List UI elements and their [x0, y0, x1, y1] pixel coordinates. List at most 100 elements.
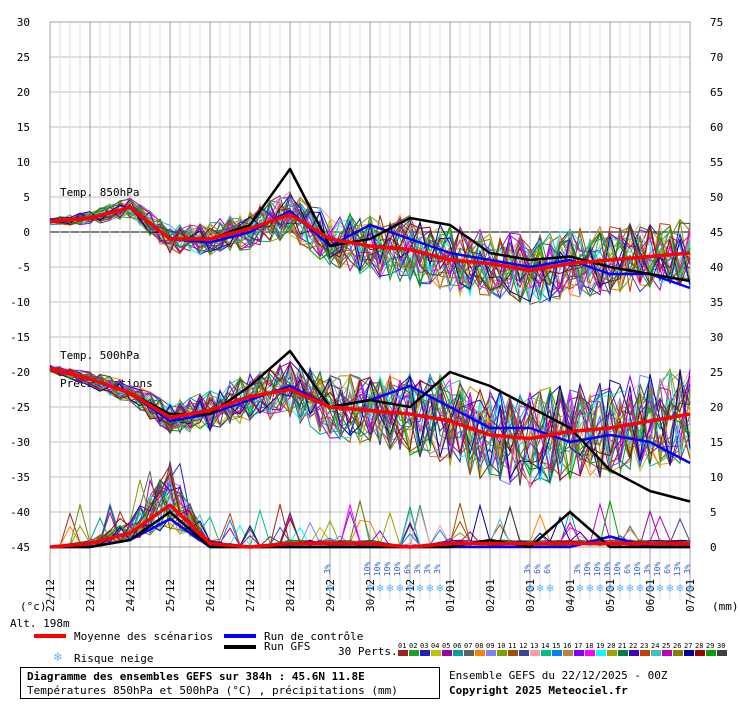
right-tick-label: 30 [710, 331, 723, 344]
pert-color-swatch [486, 650, 496, 656]
date-tick-label: 31/12 [404, 579, 417, 612]
date-tick-label: 07/01 [684, 579, 697, 612]
perturbation-line-500 [49, 366, 691, 482]
snow-risk-icon: ❄ [426, 581, 433, 595]
snow-risk-pct: 6% [543, 564, 552, 574]
snow-risk-icon: ❄ [546, 581, 553, 595]
pert-color-swatch [640, 650, 650, 656]
pert-color-swatch [453, 650, 463, 656]
perturbation-line-500 [49, 364, 691, 484]
pert-color-swatch [717, 650, 727, 656]
left-tick-label: 10 [17, 156, 30, 169]
pert-number-label: 18 [585, 642, 594, 650]
pert-number-label: 17 [574, 642, 583, 650]
left-tick-label: -40 [10, 506, 30, 519]
snow-risk-icon: ❄ [576, 581, 583, 595]
snow-risk-icon: ❄ [326, 581, 333, 595]
date-tick-label: 04/01 [564, 579, 577, 612]
perturbation-line-850 [49, 198, 691, 304]
left-tick-label: 30 [17, 16, 30, 29]
pert-number-label: 03 [420, 642, 429, 650]
right-tick-label: 40 [710, 261, 723, 274]
snow-risk-icon: ❄ [376, 581, 383, 595]
pert-color-swatch [684, 650, 694, 656]
snow-risk-icon: ❄ [366, 581, 373, 595]
pert-number-label: 02 [409, 642, 418, 650]
legend-snow-label: Risque neige [74, 652, 154, 665]
pert-color-swatch [563, 650, 573, 656]
pert-number-label: 16 [563, 642, 572, 650]
left-tick-label: -30 [10, 436, 30, 449]
legend-control-label: Run de contrôle [264, 630, 364, 643]
pert-number-label: 13 [530, 642, 539, 650]
snow-risk-pct: 3% [523, 564, 532, 574]
pert-number-label: 29 [706, 642, 715, 650]
series-line-precip [50, 510, 690, 549]
perturbation-line-500 [49, 361, 691, 481]
snow-risk-icon: ❄ [526, 581, 533, 595]
left-tick-label: -35 [10, 471, 30, 484]
left-tick-label: 0 [23, 226, 30, 239]
pert-number-label: 15 [552, 642, 561, 650]
snow-risk-icon: ❄ [536, 581, 543, 595]
date-tick-label: 06/01 [644, 579, 657, 612]
snow-risk-pct: 10% [603, 562, 612, 577]
snow-risk-icon: ❄ [386, 581, 393, 595]
snow-risk-icon: ❄ [586, 581, 593, 595]
pert-color-swatch [508, 650, 518, 656]
snow-risk-pct: 3% [643, 564, 652, 574]
perturbation-line-500 [49, 360, 691, 474]
snow-risk-pct: 6% [403, 564, 412, 574]
pert-number-label: 27 [684, 642, 693, 650]
pert-number-label: 04 [431, 642, 440, 650]
right-tick-label: 25 [710, 366, 723, 379]
snow-risk-pct: 3% [573, 564, 582, 574]
pert-number-label: 19 [596, 642, 605, 650]
pert-color-swatch [530, 650, 540, 656]
date-tick-label: 23/12 [84, 579, 97, 612]
title-box: Diagramme des ensembles GEFS sur 384h : … [20, 667, 440, 699]
right-tick-label: 75 [710, 16, 723, 29]
pert-number-label: 12 [519, 642, 528, 650]
snow-risk-pct: 10% [583, 562, 592, 577]
pert-number-label: 26 [673, 642, 682, 650]
snow-risk-icon: ❄ [686, 581, 693, 595]
date-tick-label: 25/12 [164, 579, 177, 612]
pert-color-swatch [607, 650, 617, 656]
snow-risk-icon: ❄ [596, 581, 603, 595]
snow-risk-pct: 3% [413, 564, 422, 574]
perturbation-line-500 [49, 368, 691, 480]
left-tick-label: -10 [10, 296, 30, 309]
pert-number-label: 07 [464, 642, 473, 650]
series-line-precip [49, 503, 690, 549]
snow-risk-icon: ❄ [676, 581, 683, 595]
right-tick-label: 5 [710, 506, 717, 519]
snow-risk-pct: 3% [423, 564, 432, 574]
left-tick-label: 5 [23, 191, 30, 204]
legend-gfs-label: Run GFS [264, 640, 311, 653]
series-line-500 [49, 349, 691, 503]
date-tick-label: 30/12 [364, 579, 377, 612]
snow-risk-pct: 10% [373, 562, 382, 577]
pert-color-swatch [585, 650, 595, 656]
date-tick-label: 22/12 [44, 579, 57, 612]
pert-number-label: 25 [662, 642, 671, 650]
series-line-850 [49, 205, 691, 273]
snow-risk-pct: 3% [683, 564, 692, 574]
snow-risk-icon: ❄ [646, 581, 653, 595]
left-tick-label: -20 [10, 366, 30, 379]
date-tick-label: 24/12 [124, 579, 137, 612]
pert-number-label: 24 [651, 642, 660, 650]
right-tick-label: 50 [710, 191, 723, 204]
legend-control-swatch [224, 634, 256, 638]
snow-risk-icon: ❄ [436, 581, 443, 595]
snow-risk-pct: 6% [623, 564, 632, 574]
left-unit-label: (°c) [20, 600, 47, 613]
snow-risk-icon: ❄ [416, 581, 423, 595]
perturbation-line-850 [49, 196, 691, 289]
snow-risk-icon: ❄ [636, 581, 643, 595]
perturbation-line-850 [49, 200, 691, 296]
date-tick-label: 02/01 [484, 579, 497, 612]
pert-color-swatch [519, 650, 529, 656]
